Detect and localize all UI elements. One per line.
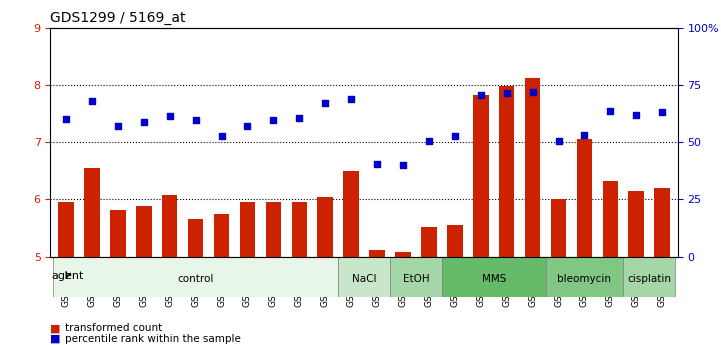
Point [371,161,383,167]
Bar [551,199,566,257]
Point [475,92,487,98]
Bar [136,206,151,257]
Bar [369,250,385,257]
Bar [239,202,255,257]
Text: agent: agent [51,271,84,281]
Point [553,138,565,144]
Point [527,89,539,95]
Point [423,138,435,144]
Point [216,134,227,139]
FancyBboxPatch shape [338,257,390,297]
Text: ■: ■ [50,334,61,344]
Point [61,117,72,122]
Bar [265,202,281,257]
Point [501,91,513,96]
Point [605,108,616,114]
Bar [110,210,125,257]
Bar [395,252,411,257]
Point [579,132,590,138]
Text: bleomycin: bleomycin [557,274,611,284]
Text: EtOH: EtOH [402,274,429,284]
Point [397,162,409,168]
Bar [525,78,540,257]
FancyBboxPatch shape [624,257,675,297]
Point [164,114,175,119]
Point [656,110,668,115]
Text: NaCl: NaCl [352,274,376,284]
Text: MMS: MMS [482,274,506,284]
Text: ■: ■ [50,323,61,333]
Bar [499,86,515,257]
Bar [343,171,359,257]
Bar [317,197,333,257]
Point [87,98,98,104]
Text: GDS1299 / 5169_at: GDS1299 / 5169_at [50,11,186,25]
Point [112,123,123,129]
Bar [162,195,177,257]
Bar [421,227,437,257]
Bar [577,139,592,257]
FancyBboxPatch shape [390,257,442,297]
Point [267,118,279,123]
Bar [603,181,618,257]
Point [345,96,357,102]
Bar [291,202,307,257]
Bar [473,95,489,257]
Point [449,134,461,139]
Point [319,100,331,106]
Text: transformed count: transformed count [65,323,162,333]
FancyBboxPatch shape [442,257,546,297]
Point [293,115,305,121]
Bar [629,191,644,257]
Bar [188,219,203,257]
Bar [655,188,670,257]
Bar [58,202,74,257]
Point [630,112,642,117]
Bar [447,225,463,257]
Bar [84,168,99,257]
Point [190,118,201,123]
Point [242,123,253,129]
Text: control: control [177,274,214,284]
FancyBboxPatch shape [53,257,338,297]
FancyBboxPatch shape [546,257,624,297]
Bar [213,214,229,257]
Point [138,119,149,125]
Text: percentile rank within the sample: percentile rank within the sample [65,334,241,344]
Text: cisplatin: cisplatin [627,274,671,284]
